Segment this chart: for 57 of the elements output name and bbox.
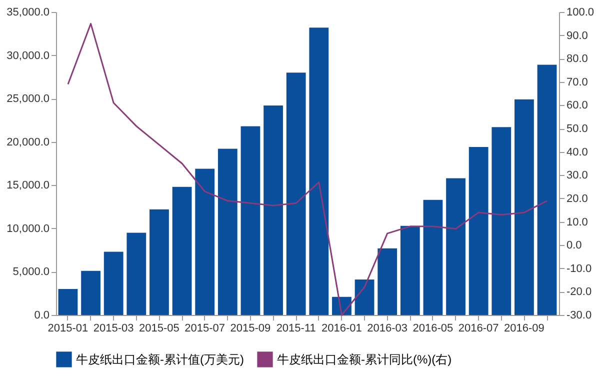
bar (468, 147, 488, 315)
bar (240, 126, 260, 315)
bar (172, 186, 192, 315)
legend-label: 牛皮纸出口金额-累计同比(%)(右) (277, 352, 452, 366)
x-tick-label: 2015-03 (93, 322, 134, 334)
y2-tick-label: -20.0 (566, 286, 592, 298)
y2-tick-label: 40.0 (566, 146, 588, 158)
x-tick-label: 2016-07 (458, 322, 499, 334)
legend-label: 牛皮纸出口金额-累计值(万美元) (76, 352, 244, 366)
y2-tick-label: 20.0 (566, 192, 588, 205)
bar (218, 148, 238, 315)
bar (354, 280, 374, 315)
bar (514, 99, 534, 315)
bar (81, 270, 100, 315)
y-tick-label: 0.0 (34, 310, 50, 322)
y2-tick-label: 0.0 (566, 240, 582, 252)
y2-tick-label: 30.0 (566, 170, 588, 182)
y2-tick-label: 70.0 (566, 76, 588, 88)
bar (195, 168, 215, 315)
y2-tick-label: 10.0 (566, 216, 588, 228)
x-tick-label: 2015-09 (230, 322, 271, 334)
y2-tick-label: 60.0 (566, 100, 588, 112)
bar (286, 72, 306, 315)
bar (400, 226, 420, 315)
line-series (67, 22, 548, 316)
y-tick-label: 10,000.0 (6, 222, 50, 235)
y2-tick-label: -10.0 (566, 262, 592, 275)
bar (150, 209, 169, 315)
bar (378, 248, 398, 315)
y-tick-label: 25,000.0 (6, 93, 50, 106)
x-tick-label: 2015-11 (276, 322, 316, 334)
x-tick-label: 2015-07 (184, 322, 226, 334)
y2-tick-label: 90.0 (566, 30, 588, 42)
x-tick-label: 2015-05 (139, 322, 180, 334)
x-tick-label: 2016-01 (322, 322, 362, 334)
bar (58, 289, 78, 315)
x-tick-label: 2015-01 (48, 322, 88, 334)
x-tick-label: 2016-09 (504, 322, 544, 334)
y2-tick-label: -30.0 (566, 310, 592, 322)
x-tick-label: 2016-05 (412, 322, 454, 334)
bar (492, 127, 512, 315)
y-tick-label: 5,000.0 (12, 266, 50, 278)
y-tick-label: 20,000.0 (6, 136, 50, 148)
bar (104, 252, 124, 315)
y-tick-label: 35,000.0 (6, 6, 50, 18)
bar (309, 28, 329, 315)
bar (446, 178, 466, 315)
y-tick-label: 30,000.0 (6, 50, 50, 62)
y2-tick-label: 50.0 (566, 123, 588, 136)
y-tick-label: 15,000.0 (6, 180, 50, 192)
x-tick-label: 2016-03 (367, 322, 408, 334)
y2-tick-label: 100.0 (566, 6, 594, 18)
bar (537, 64, 557, 315)
y2-tick-label: 80.0 (566, 53, 588, 66)
bar (264, 105, 283, 315)
bar (423, 200, 443, 315)
bar (126, 232, 146, 315)
